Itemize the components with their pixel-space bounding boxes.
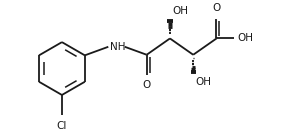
Text: OH: OH [237,33,253,43]
Text: Cl: Cl [57,121,67,131]
Text: O: O [142,80,151,90]
Text: NH: NH [110,42,125,52]
Text: O: O [212,3,220,14]
Text: OH: OH [196,77,211,87]
Text: OH: OH [172,6,188,16]
